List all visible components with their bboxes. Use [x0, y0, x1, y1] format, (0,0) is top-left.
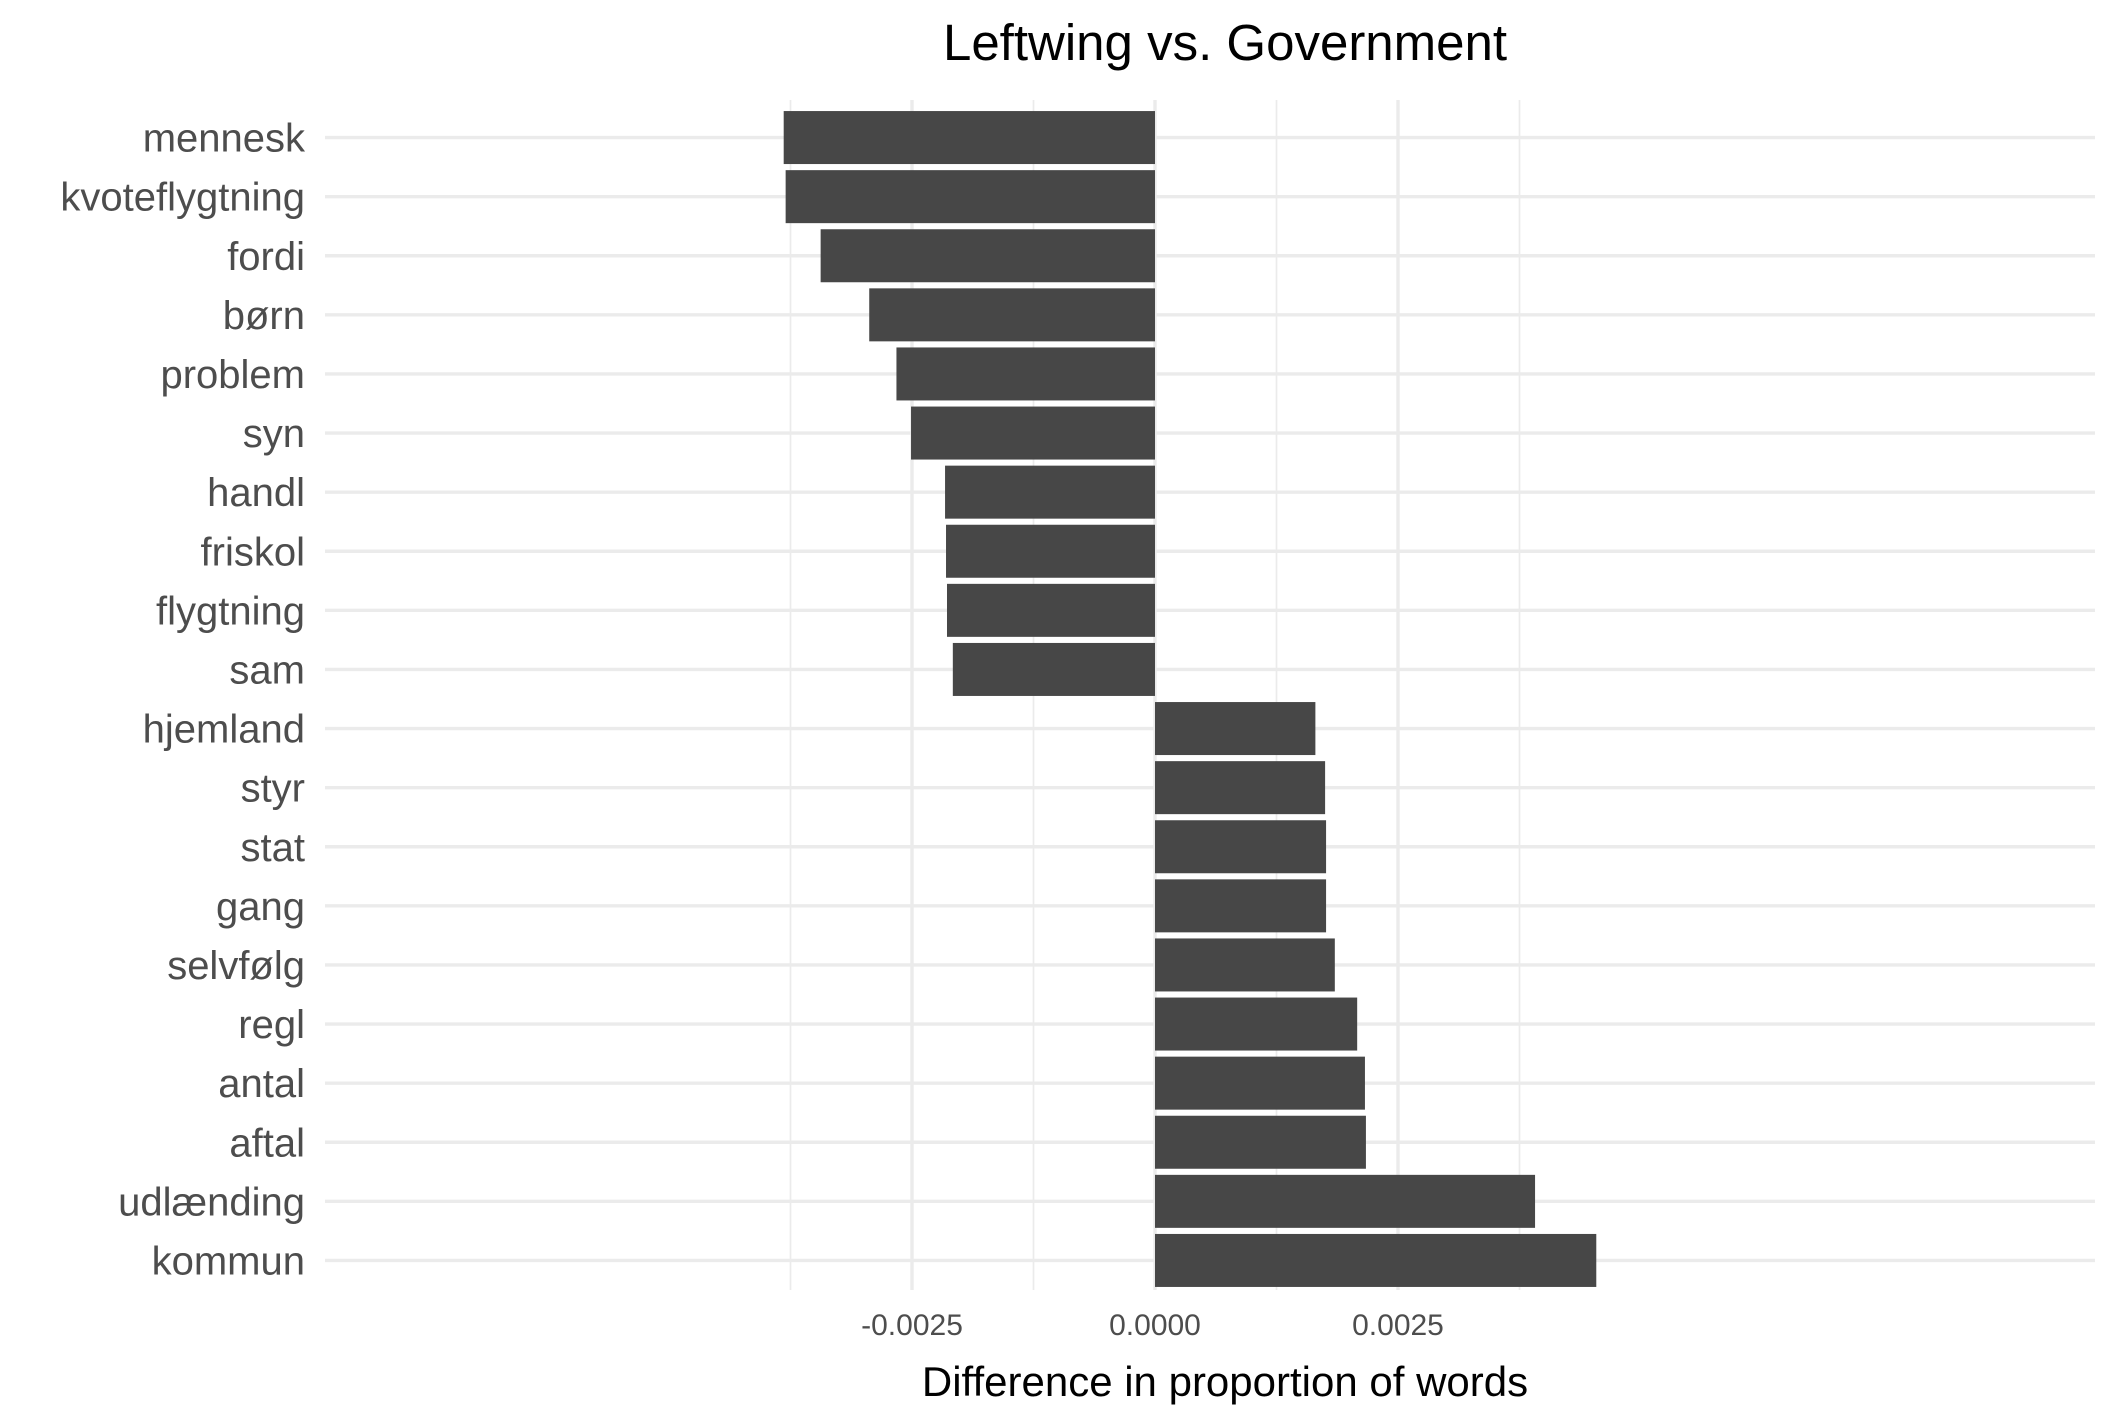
y-tick-label: aftal	[229, 1121, 305, 1165]
bar-børn	[869, 288, 1155, 342]
bars	[783, 111, 1597, 1287]
y-tick-label: stat	[241, 826, 305, 870]
y-tick-label: friskol	[201, 530, 305, 574]
bar-sam	[952, 642, 1155, 696]
y-tick-label: hjemland	[143, 708, 305, 752]
y-tick-label: problem	[160, 353, 305, 397]
bar-stat	[1155, 820, 1327, 874]
bar-handl	[945, 465, 1155, 519]
y-tick-label: gang	[216, 885, 305, 929]
y-tick-label: børn	[223, 294, 305, 338]
bar-gang	[1155, 879, 1327, 933]
bar-kvoteflygtning	[785, 170, 1155, 224]
bar-hjemland	[1155, 702, 1316, 756]
bar-udlænding	[1155, 1174, 1536, 1228]
bar-antal	[1155, 1056, 1365, 1110]
y-tick-labels: mennesk kvoteflygtning fordi børn problem syn…	[60, 117, 306, 1284]
y-tick-label: kvoteflygtning	[60, 176, 305, 220]
bar-regl	[1155, 997, 1358, 1051]
y-tick-label: handl	[207, 471, 305, 515]
x-tick-label: -0.0025	[861, 1309, 963, 1342]
bar-friskol	[946, 524, 1155, 578]
bar-flygtning	[946, 583, 1155, 637]
bar-styr	[1155, 761, 1326, 815]
y-tick-label: regl	[238, 1003, 305, 1047]
y-tick-label: mennesk	[143, 117, 306, 161]
x-tick-labels: -0.0025 0.0000 0.0025	[861, 1309, 1444, 1342]
y-tick-label: sam	[229, 648, 305, 692]
bar-syn	[911, 406, 1155, 460]
y-tick-label: fordi	[227, 235, 305, 279]
x-tick-label: 0.0000	[1109, 1309, 1201, 1342]
y-tick-label: flygtning	[156, 589, 305, 633]
x-axis-label: Difference in proportion of words	[922, 1358, 1528, 1405]
bar-fordi	[820, 229, 1155, 283]
y-tick-label: udlænding	[118, 1180, 305, 1224]
bar-problem	[896, 347, 1155, 401]
grid-lines	[325, 100, 2095, 1290]
chart-title: Leftwing vs. Government	[943, 14, 1507, 71]
x-tick-label: 0.0025	[1352, 1309, 1444, 1342]
bar-aftal	[1155, 1115, 1366, 1169]
bar-kommun	[1155, 1233, 1597, 1287]
y-tick-label: kommun	[152, 1239, 305, 1283]
bar-mennesk	[783, 111, 1155, 165]
y-tick-label: antal	[218, 1062, 305, 1106]
bar-selvfølg	[1155, 938, 1335, 992]
y-tick-label: styr	[241, 767, 305, 811]
y-tick-label: selvfølg	[167, 944, 305, 988]
y-tick-label: syn	[243, 412, 305, 456]
